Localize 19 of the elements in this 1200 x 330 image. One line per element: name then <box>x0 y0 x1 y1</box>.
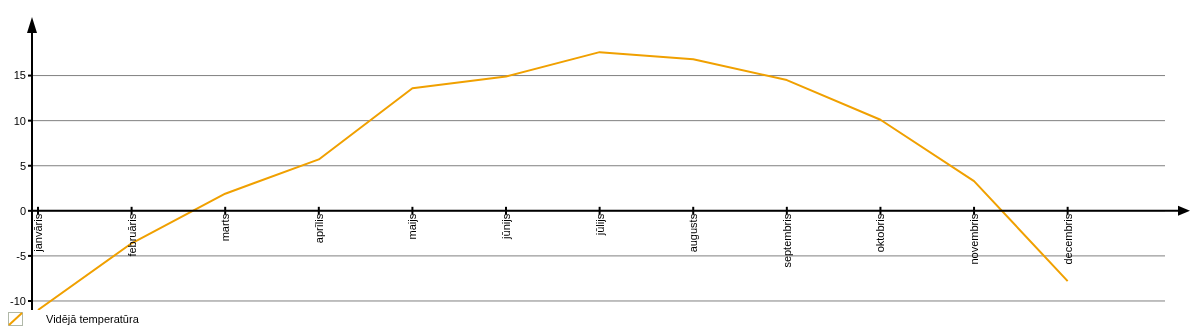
x-tick-label: jūlijs <box>593 213 606 237</box>
x-tick-label: oktobris <box>874 213 887 253</box>
legend-label: Vidējā temperatūra <box>46 313 139 325</box>
y-tick-label: 0 <box>19 204 26 217</box>
y-tick-label: 15 <box>13 69 26 82</box>
x-tick-label: novembris <box>968 213 981 265</box>
y-tick-label: 5 <box>19 159 26 172</box>
x-tick-label: februāris <box>125 213 138 257</box>
x-tick-label: augusts <box>687 213 700 253</box>
x-tick-label: decembris <box>1061 213 1074 265</box>
y-tick-label: 10 <box>13 114 26 127</box>
x-tick-label: janvāris <box>31 213 44 253</box>
x-tick-label: septembris <box>780 213 793 268</box>
y-tick-label: -5 <box>16 249 26 262</box>
x-tick-label: maijs <box>406 213 419 240</box>
y-tick-label: -10 <box>10 294 26 307</box>
x-tick-label: aprīlis <box>312 213 325 244</box>
x-tick-label: jūnijs <box>500 213 513 240</box>
x-tick-label: marts <box>219 213 232 242</box>
